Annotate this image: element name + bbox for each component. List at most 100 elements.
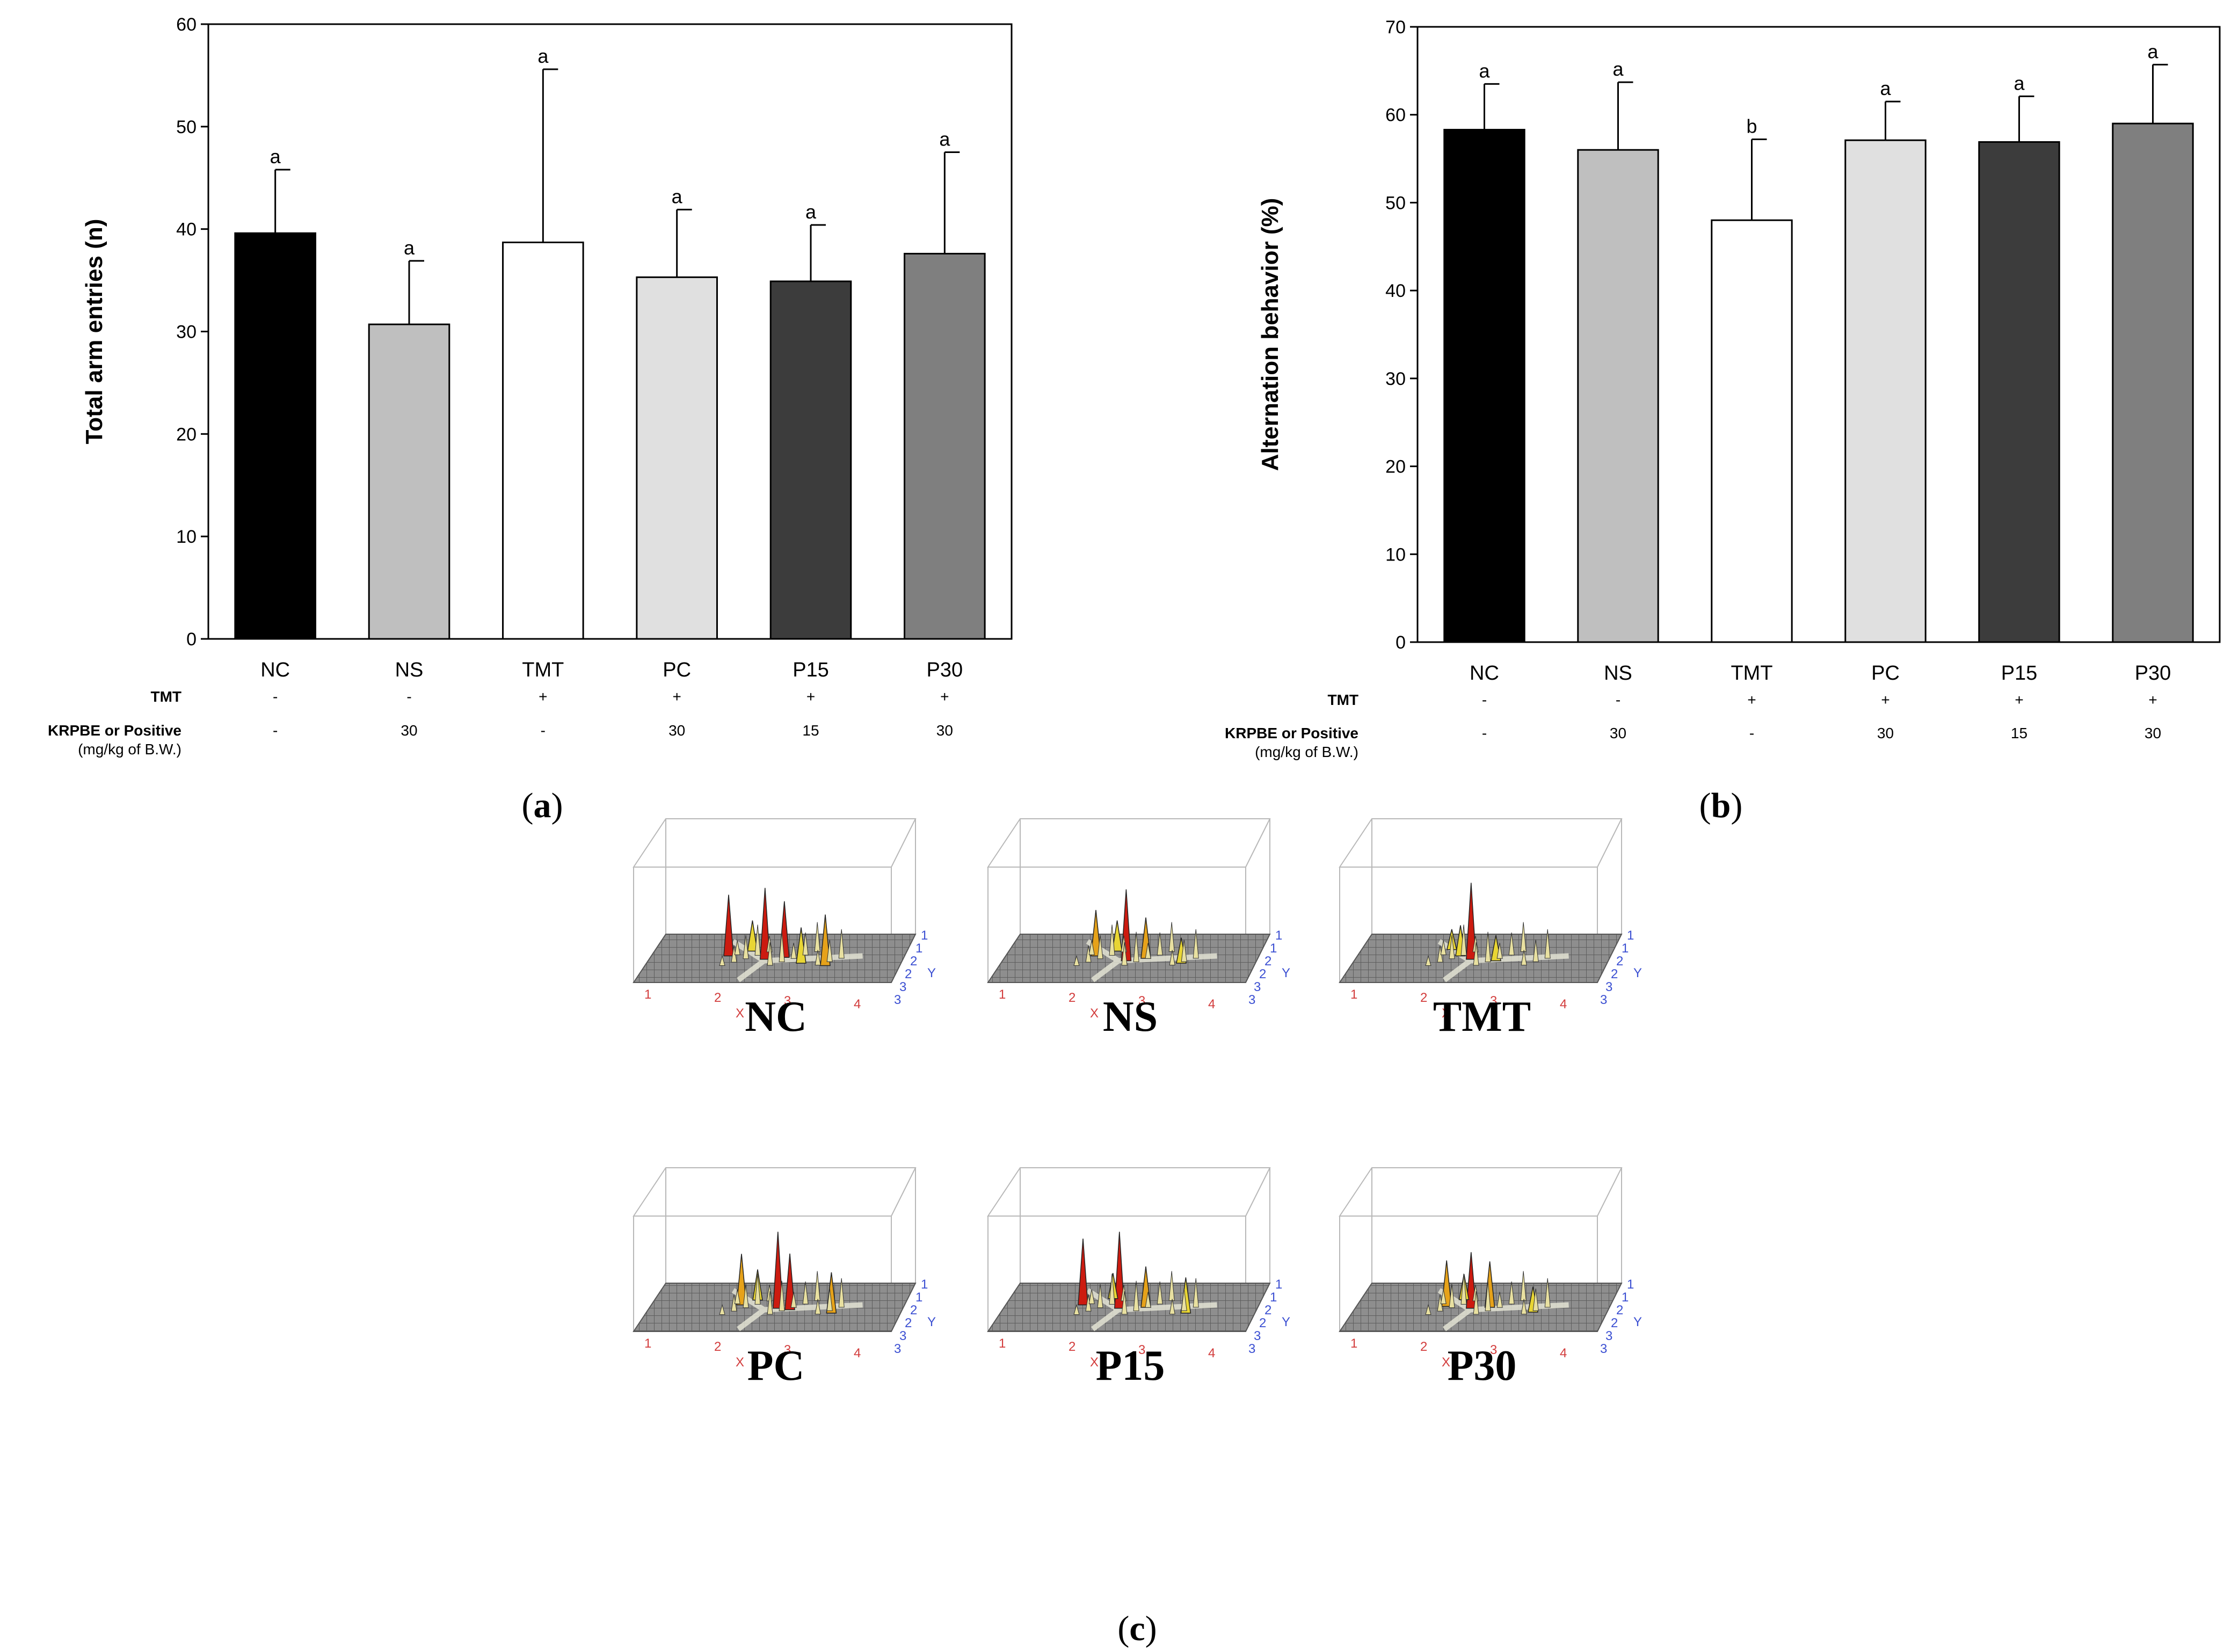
panel-label-c: (c) [1117, 1609, 1157, 1648]
tmt-cell: - [406, 688, 411, 705]
condition-sublabel: (mg/kg of B.W.) [1255, 744, 1358, 760]
panel-letter: c [1129, 1609, 1145, 1648]
density-peak [1111, 920, 1123, 952]
y-tick-label: 1 [1275, 928, 1282, 943]
panel-letter: a [534, 786, 551, 825]
density-spike [1521, 1299, 1527, 1315]
y-axis-label: Y [927, 966, 936, 980]
y-axis-label: Total arm entries (n) [81, 219, 107, 445]
density-spike [1485, 931, 1491, 963]
panel-letter: b [1711, 786, 1731, 825]
density-spike [1133, 931, 1139, 963]
density-spike [1508, 932, 1515, 956]
density-peak [723, 894, 734, 957]
density-spike [1532, 1289, 1539, 1311]
y-tick-label: 20 [1385, 457, 1406, 477]
density-spike [826, 940, 833, 962]
density-peak [1078, 1238, 1088, 1306]
significance-letters: a a a a a a [270, 45, 951, 259]
condition-rows: TMT KRPBE or Positive (mg/kg of B.W.) - - - 30… [1225, 692, 2161, 760]
y-tick-label: 50 [1385, 193, 1406, 213]
x-tick-label: 1 [1350, 1336, 1357, 1351]
y-axis-ticks: 0 10 20 30 40 50 60 [176, 14, 208, 650]
significance-ns: a [1612, 58, 1624, 80]
heatmap-box-frame [1339, 1167, 1623, 1331]
bar-nc [234, 232, 316, 640]
significance-p15: a [2014, 72, 2025, 94]
x-tick-label: 1 [644, 1336, 651, 1351]
density-peak [736, 1254, 747, 1306]
density-spike [1181, 1289, 1187, 1311]
dose-cell: 30 [1877, 725, 1894, 741]
y-tick-label: 30 [1385, 369, 1406, 389]
density-spike [767, 1291, 773, 1315]
density-spike [1145, 943, 1151, 959]
category-p15: P15 [2001, 662, 2038, 685]
y-tick-label: 2 [910, 954, 917, 969]
dose-cell: 30 [2145, 725, 2161, 741]
x-axis-label: X [736, 1006, 744, 1021]
y-tick-label: 3 [1600, 1342, 1607, 1356]
y-axis-label: Y [1282, 966, 1290, 980]
panel-label-b: (b) [1699, 786, 1743, 825]
bars [1443, 122, 2194, 643]
significance-letters: a a b a a a [1479, 40, 2158, 137]
y-tick-label: 50 [176, 117, 197, 137]
significance-pc: a [1880, 77, 1891, 99]
y-tick-label: 2 [905, 967, 912, 981]
bar-p15 [1978, 141, 2060, 643]
x-axis-label: X [736, 1355, 744, 1370]
density-spike [1485, 1280, 1491, 1312]
heatmap-box-frame [633, 818, 917, 983]
tmt-cell: + [1747, 692, 1756, 708]
density-spike [1097, 935, 1103, 959]
density-spike [1193, 929, 1199, 959]
bar-ns [368, 323, 450, 640]
plot-frame [207, 23, 1013, 640]
density-peak [747, 920, 758, 952]
y-tick-label: 0 [1396, 632, 1406, 653]
dose-cell: - [541, 722, 546, 739]
bar-ns [1577, 149, 1659, 643]
y-tick-label: 20 [176, 424, 197, 445]
tmt-cell: + [806, 688, 815, 705]
significance-pc: a [672, 185, 683, 207]
x-axis-label: X [1442, 1006, 1450, 1021]
dose-cell: 30 [936, 722, 953, 739]
significance-ns: a [404, 237, 415, 259]
heatmap-box-frame [633, 1167, 917, 1331]
x-tick-label: 4 [854, 997, 861, 1011]
density-spike [838, 929, 845, 959]
x-tick-label: 2 [1069, 1340, 1075, 1354]
significance-p30: a [939, 128, 950, 150]
category-tmt: TMT [522, 659, 564, 681]
density-spike [734, 940, 740, 955]
bar-tmt [1711, 219, 1793, 643]
bar-pc [1844, 139, 1927, 643]
y-tick-label: 2 [1259, 967, 1266, 981]
y-tick-label: 1 [1627, 928, 1634, 943]
x-tick-label: 2 [1069, 991, 1075, 1005]
y-axis-ticks: 0 10 20 30 40 50 60 70 [1385, 17, 1418, 653]
chart-a: 0 10 20 30 40 50 60 a a a a a a NC NS TMT PC P15 P30 Tot… [48, 14, 1013, 825]
density-spike [802, 1281, 809, 1305]
density-spike [1449, 935, 1455, 959]
tmt-cell: - [1482, 692, 1487, 708]
density-spike [1121, 942, 1128, 966]
y-tick-label: 10 [1385, 544, 1406, 565]
density-peak [773, 1232, 783, 1309]
density-spike [1440, 940, 1447, 955]
density-spike [1460, 925, 1467, 956]
x-tick-label: 4 [854, 1346, 861, 1360]
y-tick-label: 2 [1264, 954, 1271, 969]
density-spike [1521, 950, 1527, 966]
density-spike [719, 955, 725, 966]
condition-label-tmt: TMT [150, 688, 181, 705]
density-peak [1465, 1252, 1477, 1309]
heatmap-box-frame [987, 818, 1271, 983]
significance-tmt: a [537, 45, 549, 67]
x-tick-label: 3 [1490, 1343, 1497, 1357]
bar-p30 [904, 252, 986, 640]
